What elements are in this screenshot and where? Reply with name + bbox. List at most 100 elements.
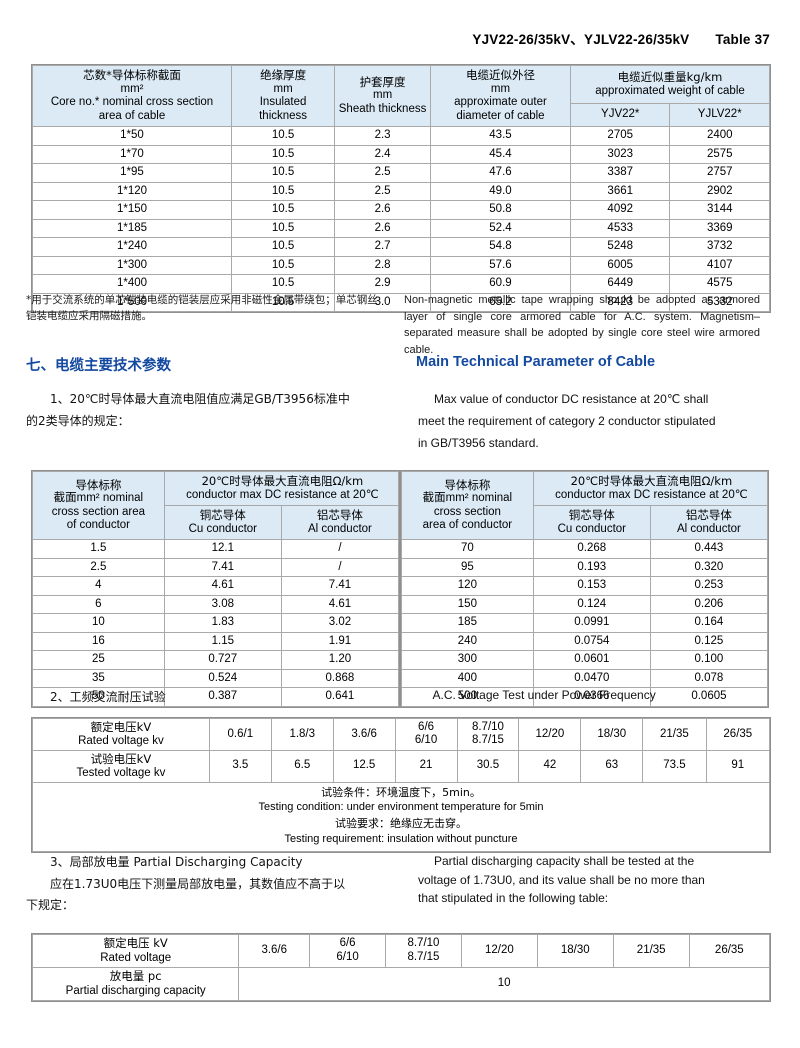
table-cell: 0.320 [649, 557, 769, 578]
table-cell: 0.153 [532, 576, 651, 596]
table-row: 50 0.387 0.641 [32, 687, 400, 707]
table-cell: 2.6 [334, 200, 431, 220]
table-cell: 2.8 [334, 255, 431, 276]
table-cell: 7.41 [280, 576, 400, 596]
table-header-row: 导体标称 截面mm² nominal cross section area of… [401, 470, 769, 541]
table-cell: 12.1 [163, 539, 282, 559]
table-row: 35 0.524 0.868 [32, 668, 400, 689]
dc-resistance-table-left: 导体标称 截面mm² nominal cross section area of… [32, 470, 400, 707]
table-cell: 57.6 [429, 255, 571, 276]
footnote-english: Non-magnetic metallic tape wrapping shou… [404, 294, 760, 356]
table-row: 2.5 7.41/ [32, 557, 400, 578]
table-row: 1*70 10.5 2.4 45.4 3023 2575 [32, 144, 770, 165]
table-cell: 95 [401, 557, 534, 578]
table-cell: 0.387 [163, 687, 282, 707]
table-cell: 2757 [669, 163, 770, 183]
table-cell: 0.193 [532, 557, 651, 578]
table-row: 16 1.15 1.91 [32, 631, 400, 652]
ac-rated-voltage-cell: 18/30 [580, 718, 644, 751]
table-cell: 2400 [669, 126, 770, 146]
table-row: 70 0.268 0.443 [401, 539, 769, 559]
table-cell: 3.0 [334, 292, 431, 313]
table-cell: 1.15 [163, 631, 282, 652]
table-cell: 2.9 [334, 274, 431, 294]
table-cell: 3023 [569, 144, 671, 165]
table-cell: 1.91 [280, 631, 400, 652]
ac-tested-voltage-cell: 42 [518, 749, 582, 783]
table-cell: 1*185 [32, 218, 232, 239]
table-cell: 1*120 [32, 181, 232, 202]
table-row: 500 0.0366 0.0605 [401, 687, 769, 707]
pd-rated-voltage-label: 额定电压 kV Rated voltage [31, 934, 240, 968]
table-cell: 10.5 [230, 274, 336, 294]
ac-voltage-heading-chinese: 2、工频交流耐压试验 [50, 690, 166, 704]
header-cu-conductor-right: 铜芯导体 Cu conductor [532, 505, 651, 541]
table-cell: 1.20 [280, 650, 400, 670]
ac-voltage-heading-english: A.C. Voltage Test under Power Frequency [432, 688, 656, 702]
table-cell: 2.5 [32, 557, 165, 578]
table-cell: 3732 [669, 237, 770, 257]
table-cell: 0.0470 [532, 668, 651, 689]
table-cell: 49.0 [429, 181, 571, 202]
table-cell: 120 [401, 576, 534, 596]
table-cell: 47.6 [429, 163, 571, 183]
table-cell: 0.0754 [532, 631, 651, 652]
header-weight-yjlv22: YJLV22* [669, 103, 770, 128]
table-row: 1*95 10.5 2.5 47.6 3387 2757 [32, 163, 770, 183]
header-conductor-section-right: 导体标称 截面mm² nominal cross section area of… [401, 470, 534, 541]
pd-rated-voltage-cell: 6/6 6/10 [309, 934, 387, 968]
table-cell: 54.8 [429, 237, 571, 257]
table-cell: 0.268 [532, 539, 651, 559]
pd-capacity-label: 放电量 pc Partial discharging capacity [31, 967, 240, 1001]
table-cell: 6005 [569, 255, 671, 276]
table-cell: 10.5 [230, 144, 336, 165]
pd-capacity-value: 10 [238, 967, 770, 1001]
table-cell: 60.9 [429, 274, 571, 294]
table-cell: / [280, 539, 400, 559]
cable-spec-title: YJV22-26/35kV、YJLV22-26/35kV [472, 32, 690, 47]
section-heading-chinese: 七、电缆主要技术参数 [26, 358, 171, 374]
ac-test-note-cell: 试验条件：环境温度下，5min。 Testing condition: unde… [32, 781, 770, 853]
table-cell: 3387 [569, 163, 671, 183]
table-row: 4 4.61 7.41 [32, 576, 400, 596]
dc-resistance-right-half: 导体标称 截面mm² nominal cross section area of… [400, 470, 769, 708]
ac-rated-voltage-cell: 1.8/3 [270, 718, 334, 751]
table-cell: 10.5 [230, 292, 336, 313]
table-number-label: Table 37 [715, 32, 770, 47]
table-cell: 2.7 [334, 237, 431, 257]
ac-tested-voltage-cell: 91 [705, 749, 771, 783]
partial-discharge-table-wrap: 额定电压 kV Rated voltage 3.6/6 6/6 6/10 8.7/10… [31, 933, 771, 1002]
table-row: 1*185 10.5 2.6 52.4 4533 3369 [32, 218, 770, 239]
ac-voltage-heading-row: 2、工频交流耐压试验 A.C. Voltage Test under Power… [26, 688, 774, 705]
table-row: 150 0.124 0.206 [401, 594, 769, 615]
table-cell: 1*150 [32, 200, 232, 220]
table-cell: 10.5 [230, 163, 336, 183]
header-resistance-group-right: 20℃时导体最大直流电阻Ω/km conductor max DC resist… [532, 470, 769, 507]
ac-test-note-row: 试验条件：环境温度下，5min。 Testing condition: unde… [32, 781, 770, 853]
table-cell: 0.443 [649, 539, 769, 559]
table-cell: 0.0991 [532, 613, 651, 633]
table-cell: 3369 [669, 218, 770, 239]
table-cell: 10.5 [230, 237, 336, 257]
table-cell: 0.524 [163, 668, 282, 689]
table-cell: 2902 [669, 181, 770, 202]
pd-rated-voltage-cell: 18/30 [536, 934, 614, 968]
section-heading-english: Main Technical Parameter of Cable [416, 354, 656, 370]
table-row: 1*150 10.5 2.6 50.8 4092 3144 [32, 200, 770, 220]
table-cell: 1*300 [32, 255, 232, 276]
table-cell: 500 [401, 687, 534, 707]
table-cell: 4 [32, 576, 165, 596]
pd-rated-voltage-cell: 3.6/6 [238, 934, 311, 968]
table-cell: 4575 [669, 274, 770, 294]
table-cell: 10.5 [230, 126, 336, 146]
table-cell: 2.6 [334, 218, 431, 239]
table-cell: 4533 [569, 218, 671, 239]
header-insulation-thickness: 绝缘厚度 mm Insulated thickness [230, 64, 336, 128]
pd-rated-voltage-cell: 26/35 [688, 934, 771, 968]
ac-rated-voltage-row: 额定电压kV Rated voltage kv 0.6/1 1.8/3 3.6/6 6… [32, 718, 771, 751]
partial-discharge-chinese: 3、局部放电量 Partial Discharging Capacity 应在1… [26, 855, 346, 913]
table-cell: 10.5 [230, 218, 336, 239]
table-row: 1*120 10.5 2.5 49.0 3661 2902 [32, 181, 770, 202]
table-cell: 0.0366 [532, 687, 651, 707]
table-row: 10 1.83 3.02 [32, 613, 400, 633]
